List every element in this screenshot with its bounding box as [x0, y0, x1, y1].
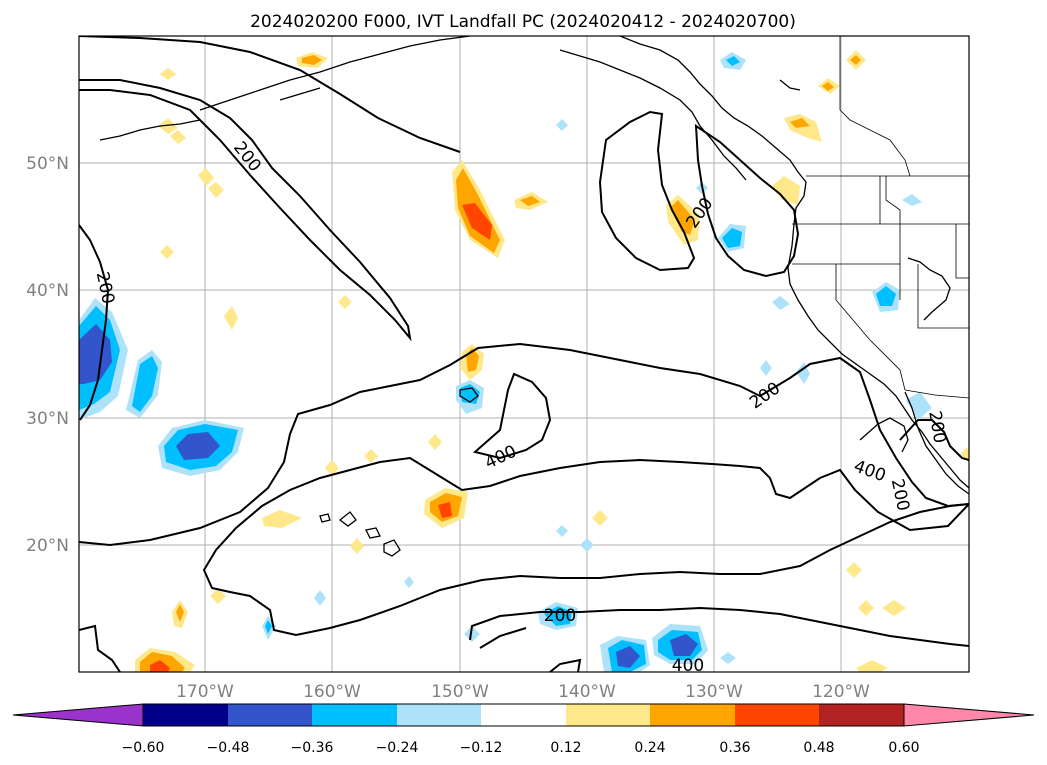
colorbar: −0.60 −0.48 −0.36 −0.24 −0.12 0.12 0.24 …: [12, 703, 1035, 756]
colorbar-segment: [819, 704, 904, 726]
map-frame: [78, 35, 970, 673]
anomaly-negative: [176, 432, 220, 460]
contour-label: 400: [672, 656, 704, 676]
ivt-contours: [79, 36, 969, 672]
colorbar-tick-label: −0.60: [122, 740, 165, 756]
anomaly-negative: [616, 646, 640, 668]
colorbar-segment: [650, 704, 735, 726]
anomaly-positive: [846, 562, 862, 578]
lon-label: 160°W: [303, 682, 361, 702]
anomaly-positive: [150, 660, 170, 672]
anomaly-positive: [338, 295, 352, 309]
anomaly-positive: [302, 55, 322, 65]
colorbar-tick-label: −0.36: [291, 740, 334, 756]
anomaly-negative: [464, 626, 480, 642]
anomaly-negative: [772, 296, 790, 310]
colorbar-extend-left: [12, 703, 144, 727]
anomaly-negative: [556, 119, 568, 131]
colorbar-segment: [228, 704, 313, 726]
anomaly-positive: [262, 510, 302, 528]
anomaly-negative: [314, 590, 326, 606]
anomaly-negative: [556, 525, 568, 537]
anomaly-negative: [580, 538, 594, 552]
anomaly-positive: [438, 502, 452, 518]
colorbar-segment: [143, 704, 228, 726]
filled-anomalies: [79, 50, 969, 672]
lat-label: 20°N: [26, 536, 69, 556]
anomaly-positive: [176, 604, 184, 622]
colorbar-segment: [397, 704, 482, 726]
contour-label: 200: [544, 606, 576, 626]
anomaly-positive: [350, 538, 364, 554]
anomaly-positive: [325, 460, 339, 476]
anomaly-negative: [404, 576, 414, 588]
political-borders: [792, 36, 969, 399]
longitude-labels: 170°W 160°W 150°W 140°W 130°W 120°W: [176, 682, 870, 702]
anomaly-positive: [822, 82, 834, 91]
anomaly-positive: [208, 182, 224, 198]
anomaly-negative: [902, 194, 922, 206]
anomaly-positive: [592, 510, 608, 526]
colorbar-tick-label: −0.48: [207, 740, 250, 756]
anomaly-positive: [850, 55, 861, 65]
colorbar-tick-label: 0.48: [803, 740, 834, 756]
anomaly-positive: [882, 600, 906, 616]
colorbar-segment: [735, 704, 820, 726]
colorbar-segment: [481, 704, 566, 726]
coastlines: [99, 36, 969, 557]
anomaly-negative: [760, 360, 772, 376]
anomaly-positive: [462, 203, 492, 240]
colorbar-outline: [142, 703, 905, 727]
colorbar-segment: [312, 704, 397, 726]
map-title: 2024020200 F000, IVT Landfall PC (202402…: [250, 12, 796, 32]
colorbar-tick-label: 0.24: [634, 740, 665, 756]
anomaly-positive: [772, 176, 800, 205]
colorbar-tick-label: 0.60: [888, 740, 919, 756]
lat-label: 40°N: [26, 281, 69, 301]
anomaly-positive: [856, 660, 888, 672]
lat-label: 30°N: [26, 409, 69, 429]
anomaly-negative: [720, 652, 736, 664]
anomaly-positive: [158, 118, 178, 134]
anomaly-negative: [722, 228, 742, 248]
lat-label: 50°N: [26, 154, 69, 174]
anomaly-negative: [876, 286, 896, 306]
anomaly-negative: [726, 56, 740, 66]
lon-label: 130°W: [685, 682, 743, 702]
colorbar-segment: [566, 704, 651, 726]
anomaly-positive: [790, 118, 810, 128]
anomaly-positive: [858, 600, 874, 616]
anomaly-positive: [160, 245, 174, 259]
colorbar-tick-label: −0.12: [460, 740, 503, 756]
lon-label: 170°W: [176, 682, 234, 702]
colorbar-tick-label: −0.24: [376, 740, 419, 756]
anomaly-negative: [265, 620, 272, 634]
anomaly-positive: [364, 449, 378, 463]
anomaly-negative: [906, 392, 932, 420]
anomaly-negative: [132, 356, 158, 412]
colorbar-tick-label: 0.12: [550, 740, 581, 756]
latitude-labels: 50°N 40°N 30°N 20°N: [26, 154, 69, 556]
lon-label: 120°W: [812, 682, 870, 702]
lon-label: 140°W: [558, 682, 616, 702]
anomaly-positive: [520, 196, 540, 206]
anomaly-positive: [960, 446, 969, 462]
colorbar-tick-labels: −0.60 −0.48 −0.36 −0.24 −0.12 0.12 0.24 …: [122, 740, 920, 756]
anomaly-positive: [210, 588, 226, 604]
anomaly-positive: [224, 306, 238, 330]
map-area: 200 200 200 200 400 200 400 200 200 400: [79, 36, 969, 676]
anomaly-positive: [428, 434, 442, 450]
lon-label: 150°W: [431, 682, 489, 702]
anomaly-negative: [670, 634, 698, 656]
colorbar-tick-label: 0.36: [719, 740, 750, 756]
colorbar-extend-right: [903, 703, 1035, 727]
anomaly-positive: [160, 68, 176, 80]
anomaly-positive: [670, 200, 695, 235]
anomaly-positive: [198, 168, 214, 186]
anomaly-positive: [170, 130, 186, 144]
